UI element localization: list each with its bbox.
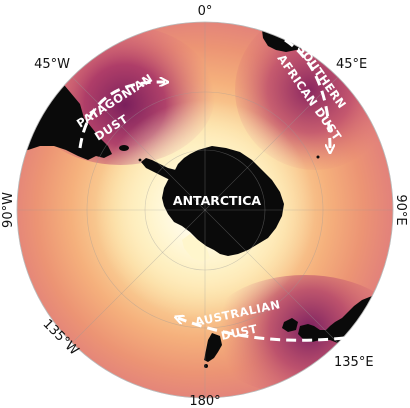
ross-ice-shelf-notch [182,234,210,262]
southern-african-dust-arrow [284,38,330,150]
meridian-45e-135w [71,76,339,344]
graticule-parallel-inner [144,149,266,271]
patagonian-dust-arrow [78,82,165,149]
lon-label-180: 180° [189,394,220,408]
meridian-45w-135e [71,76,339,344]
lon-label-45w: 45°W [34,57,70,72]
antarctica-landmass [162,146,284,256]
lon-label-90e: 90°E [393,194,408,225]
australian-dust-arrow [178,318,361,342]
lon-label-135e: 135°E [334,355,374,370]
tasmania [282,318,298,332]
island-dot [138,158,142,162]
globe-border [16,21,394,399]
island-dot [204,364,208,368]
lon-label-0: 0° [198,4,213,19]
lon-label-90w: 90°W [1,192,16,228]
lon-label-45e: 45°E [336,57,367,72]
island-dot [316,155,320,159]
antarctic-peninsula [141,158,176,180]
antarctica-label: ANTARCTICA [173,193,262,208]
new-zealand [204,333,222,362]
falkland-islands [119,145,129,151]
graticule-parallel-outer [86,91,324,329]
